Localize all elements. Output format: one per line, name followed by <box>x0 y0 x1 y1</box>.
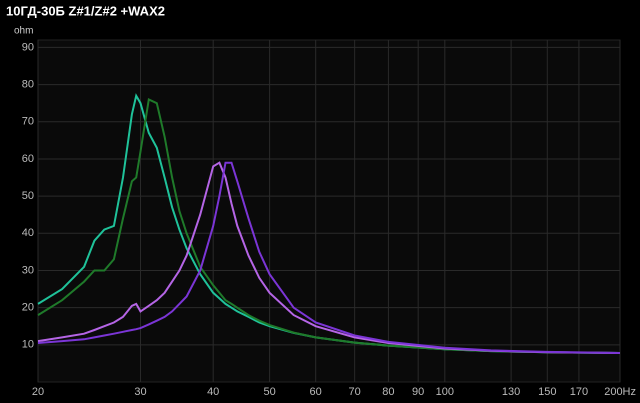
x-tick-label: 90 <box>412 386 424 398</box>
x-tick-label: 200Hz <box>604 386 636 398</box>
series-line <box>37 98 621 354</box>
x-tick-label: 170 <box>570 386 588 398</box>
y-tick-label: 60 <box>22 153 34 165</box>
x-tick-label: 60 <box>310 386 322 398</box>
series-line <box>37 161 621 354</box>
y-tick-label: 90 <box>22 41 34 53</box>
x-tick-label: 30 <box>134 386 146 398</box>
x-tick-label: 20 <box>32 386 44 398</box>
x-tick-label: 70 <box>349 386 361 398</box>
y-tick-label: 50 <box>22 190 34 202</box>
x-tick-label: 40 <box>207 386 219 398</box>
x-tick-label: 150 <box>538 386 556 398</box>
y-tick-label: 30 <box>22 264 34 276</box>
y-axis-label: ohm <box>14 26 33 37</box>
y-tick-label: 80 <box>22 79 34 91</box>
y-tick-label: 10 <box>22 339 34 351</box>
y-tick-label: 20 <box>22 302 34 314</box>
x-tick-label: 50 <box>263 386 275 398</box>
x-tick-label: 100 <box>436 386 454 398</box>
chart-title: 10ГД-30Б Z#1/Z#2 +WAX2 <box>6 3 165 18</box>
x-tick-label: 130 <box>502 386 520 398</box>
y-tick-label: 40 <box>22 227 34 239</box>
y-tick-label: 70 <box>22 116 34 128</box>
x-tick-label: 80 <box>382 386 394 398</box>
series-line <box>37 161 621 354</box>
